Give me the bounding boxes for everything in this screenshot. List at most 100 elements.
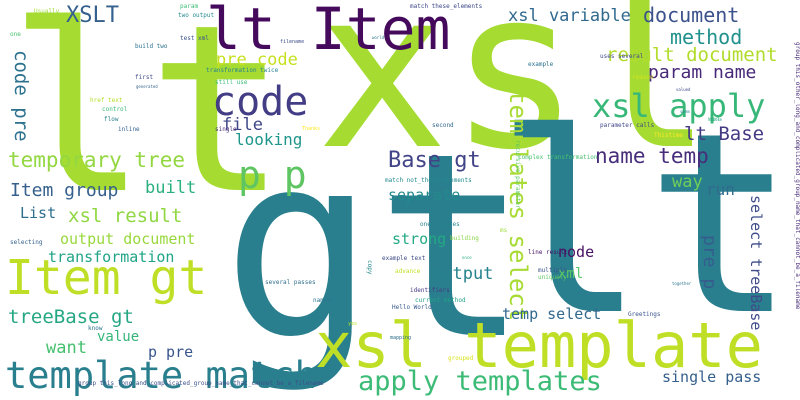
cloud-word: name temp (595, 144, 709, 168)
cloud-word: transformation (48, 248, 175, 266)
cloud-word: advance (395, 268, 421, 275)
cloud-word: pre p (699, 235, 720, 290)
cloud-word: Item group (10, 180, 119, 201)
cloud-word: xsl variable (508, 6, 631, 26)
cloud-word: control (102, 106, 128, 113)
cloud-word: strong (392, 230, 447, 248)
cloud-word: output (432, 264, 494, 284)
cloud-word: lt (495, 79, 797, 370)
cloud-word: List (20, 204, 57, 222)
cloud-word: second (432, 122, 454, 129)
cloud-word: xml (558, 266, 584, 282)
cloud-word: param name (648, 62, 757, 83)
cloud-word: seem (680, 109, 690, 114)
cloud-word: line result (528, 249, 568, 256)
cloud-word: first (135, 74, 154, 81)
cloud-word: valued (676, 87, 691, 92)
cloud-word: example text (382, 255, 426, 262)
cloud-word: build two (135, 43, 168, 50)
cloud-word: know (88, 325, 103, 332)
cloud-word: named (313, 297, 332, 304)
cloud-word: Greetings (628, 311, 661, 318)
cloud-word: reason (632, 74, 654, 81)
cloud-word: single (215, 126, 237, 133)
cloud-word: group this_long_and_complicated_group_na… (78, 380, 324, 387)
cloud-word: built (145, 178, 197, 198)
cloud-word: Thanks (302, 126, 321, 132)
cloud-word: want (46, 338, 87, 358)
cloud-word: grouped (448, 355, 474, 362)
cloud-word: separate (388, 186, 461, 204)
cloud-word: recursive parameter (514, 140, 521, 209)
cloud-word: single pass (662, 368, 762, 386)
cloud-word: output document (60, 230, 196, 248)
cloud-word: parameter calls (600, 122, 655, 129)
cloud-word: xsl result (68, 205, 183, 227)
cloud-word: ms (500, 227, 508, 234)
cloud-word: uniquely (538, 274, 567, 281)
cloud-word: test xml (180, 35, 209, 42)
cloud-word: apply templates (358, 366, 602, 397)
cloud-word: method (670, 25, 743, 49)
cloud-word: node (558, 243, 595, 261)
cloud-word: one creates (420, 221, 460, 228)
cloud-word: file (222, 115, 263, 135)
cloud-word: once (462, 255, 472, 260)
cloud-word: lt Base (684, 123, 765, 145)
cloud-word: Usually (34, 8, 60, 15)
cloud-word: group this_other_long_and_complicated_gr… (794, 42, 800, 310)
cloud-word: pre code (216, 50, 298, 70)
cloud-word: Item gt (5, 250, 208, 306)
cloud-word: code (212, 79, 309, 125)
cloud-word: title (710, 117, 723, 122)
cloud-word: template match (5, 354, 317, 397)
cloud-word: copy (366, 260, 373, 275)
cloud-word: param (180, 3, 199, 10)
cloud-word: Thistime (654, 132, 683, 139)
cloud-word: href text (90, 97, 123, 104)
cloud-word: temp select (502, 305, 602, 323)
cloud-word: value (97, 329, 140, 345)
cloud-word: temporary tree (8, 148, 186, 172)
cloud-word: together (672, 281, 692, 286)
cloud-word: inline (118, 126, 140, 133)
cloud-word: code pre (10, 50, 32, 142)
cloud-word: multiple (538, 267, 567, 274)
cloud-word: match not_these_elements (385, 177, 472, 184)
cloud-word: xsl template (315, 309, 763, 382)
cloud-word: still use (215, 79, 248, 86)
cloud-word: p p (238, 153, 307, 197)
cloud-word: xsl (316, 0, 714, 198)
cloud-word: p pre (148, 343, 194, 361)
cloud-word: treeBase gt (8, 306, 134, 328)
cloud-word: one (10, 31, 21, 38)
cloud-word: two output (178, 12, 215, 19)
cloud-word: selecting (10, 239, 43, 246)
cloud-word: world (372, 35, 385, 40)
cloud-word: Hello World (392, 304, 432, 311)
cloud-word: generated (136, 84, 158, 89)
cloud-word: complex transformation (518, 154, 598, 161)
cloud-word: looking (235, 130, 303, 149)
cloud-word: filename (280, 39, 305, 45)
cloud-word: building (450, 235, 479, 242)
cloud-word: mapping (390, 335, 412, 341)
cloud-word: gt (222, 99, 530, 396)
cloud-word: result document (606, 44, 778, 66)
cloud-word: current method (415, 297, 466, 304)
cloud-word: uses several (600, 53, 644, 60)
cloud-word: flow (104, 116, 119, 123)
cloud-word: match these_elements (410, 3, 483, 10)
cloud-word: lt (8, 0, 288, 245)
cloud-word: transformation twice (206, 67, 279, 74)
cloud-word: lt Item (206, 0, 451, 63)
cloud-word: run (706, 180, 735, 199)
cloud-word: document (643, 3, 740, 27)
cloud-word: select treeBase (747, 195, 765, 331)
cloud-word: Base gt (388, 148, 481, 173)
cloud-word: identifiers (410, 287, 450, 294)
cloud-word: way (672, 172, 703, 192)
cloud-word: several passes (265, 279, 316, 286)
cloud-word: xsl apply (592, 87, 766, 125)
